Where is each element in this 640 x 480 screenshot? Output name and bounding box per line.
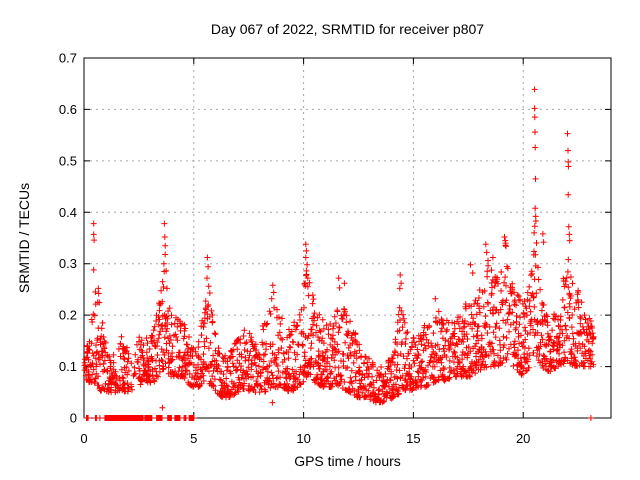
x-tick-label: 5 [190, 431, 197, 446]
x-tick-label: 0 [80, 431, 87, 446]
x-axis-label: GPS time / hours [294, 453, 401, 469]
y-tick-label: 0 [70, 411, 77, 426]
data-points [81, 86, 597, 421]
x-tick-label: 20 [516, 431, 530, 446]
x-tick-label: 15 [406, 431, 420, 446]
y-tick-label: 0.1 [59, 359, 77, 374]
y-tick-label: 0.6 [59, 102, 77, 117]
plot-border [83, 57, 612, 419]
grid-lines [84, 58, 611, 418]
x-tick-label: 10 [296, 431, 310, 446]
chart-title: Day 067 of 2022, SRMTID for receiver p80… [210, 21, 485, 37]
y-tick-label: 0.4 [59, 205, 77, 220]
y-axis-label: SRMTID / TECUs [16, 182, 32, 294]
y-tick-label: 0.7 [59, 51, 77, 66]
y-tick-label: 0.3 [59, 256, 77, 271]
y-tick-label: 0.5 [59, 153, 77, 168]
y-tick-label: 0.2 [59, 308, 77, 323]
